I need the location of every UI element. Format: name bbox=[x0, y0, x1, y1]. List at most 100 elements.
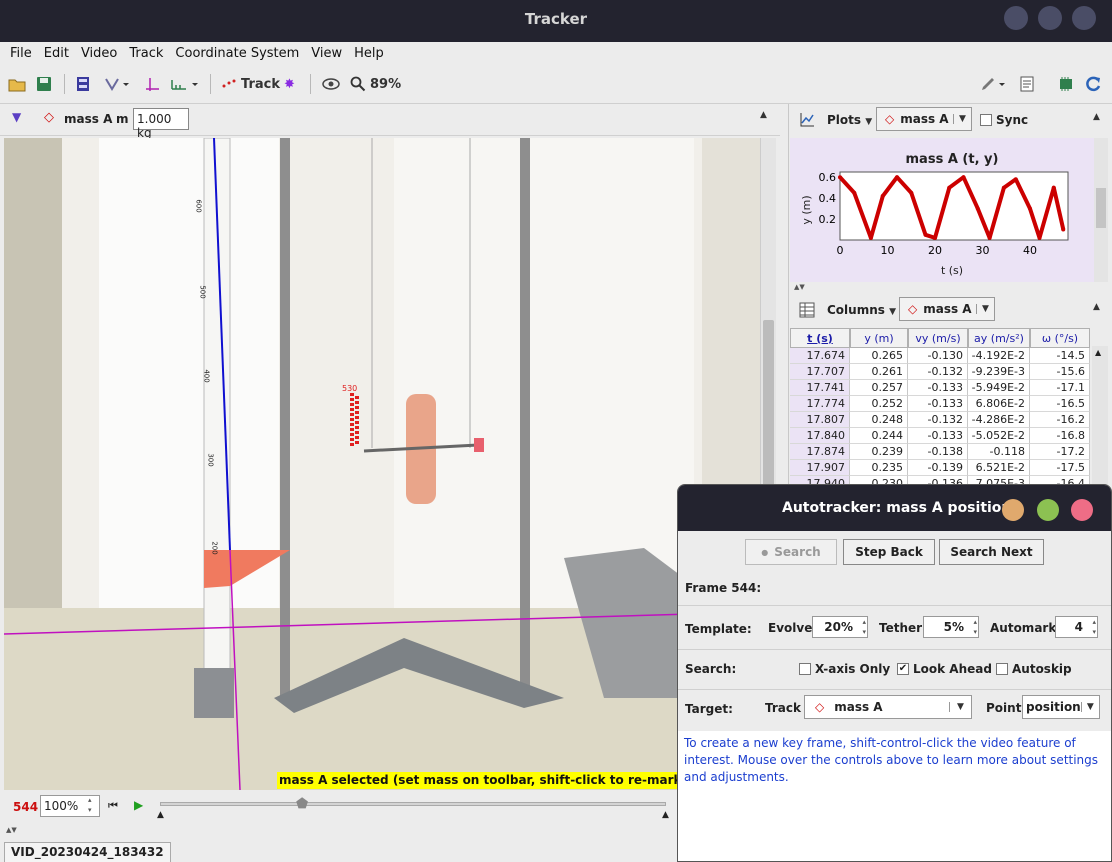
table-row[interactable]: 17.674 0.265 -0.130 -4.192E-2 -14.5 bbox=[790, 348, 1090, 364]
column-header[interactable]: ω (°/s) bbox=[1030, 328, 1090, 348]
refresh-icon[interactable] bbox=[1084, 74, 1102, 94]
track-name[interactable]: mass A bbox=[64, 112, 113, 126]
mass-field[interactable]: 1.000 kg bbox=[133, 108, 189, 140]
frame-label: Frame 544: bbox=[685, 581, 762, 595]
maximize-button[interactable] bbox=[1037, 499, 1059, 521]
start-marker-icon[interactable]: ▲ bbox=[157, 810, 164, 820]
zoom-control[interactable]: 89% bbox=[350, 74, 401, 94]
xaxis-only-checkbox[interactable]: X-axis Only bbox=[799, 662, 890, 676]
menu-video[interactable]: Video bbox=[80, 45, 118, 61]
table-row[interactable]: 17.907 0.235 -0.139 6.521E-2 -17.5 bbox=[790, 460, 1090, 476]
column-header[interactable]: t (s) bbox=[790, 328, 850, 348]
columns-menu[interactable]: Columns ▼ bbox=[827, 303, 897, 317]
sync-checkbox[interactable]: Sync bbox=[980, 113, 1028, 127]
playback-slider[interactable] bbox=[160, 802, 666, 806]
slider-thumb[interactable]: ⬟ bbox=[296, 796, 309, 812]
table-cell: 17.707 bbox=[790, 364, 850, 380]
table-cell: 0.248 bbox=[850, 412, 908, 428]
table-row[interactable]: 17.807 0.248 -0.132 -4.286E-2 -16.2 bbox=[790, 412, 1090, 428]
table-cell: -5.052E-2 bbox=[968, 428, 1030, 444]
plots-menu[interactable]: Plots ▼ bbox=[827, 113, 873, 127]
menu-file[interactable]: File bbox=[10, 45, 32, 61]
zoom-label: 89% bbox=[370, 76, 402, 92]
table-cell: 6.806E-2 bbox=[968, 396, 1030, 412]
plot-scrollbar[interactable] bbox=[1094, 138, 1108, 282]
table-row[interactable]: 17.874 0.239 -0.138 -0.118 -17.2 bbox=[790, 444, 1090, 460]
plot-panel[interactable]: mass A (t, y) y (m) t (s) 0 10 20 30 40 0.2 0.… bbox=[790, 138, 1094, 282]
menu-edit[interactable]: Edit bbox=[43, 45, 69, 61]
table-row[interactable]: 17.741 0.257 -0.133 -5.949E-2 -17.1 bbox=[790, 380, 1090, 396]
table-cell: -14.5 bbox=[1030, 348, 1090, 364]
minimize-button[interactable] bbox=[1002, 499, 1024, 521]
table-row[interactable]: 17.840 0.244 -0.133 -5.052E-2 -16.8 bbox=[790, 428, 1090, 444]
menu-coordinate-system[interactable]: Coordinate System bbox=[175, 45, 300, 61]
video-view[interactable]: 600 500 400 300 200 530 bbox=[4, 138, 760, 790]
column-header[interactable]: vy (m/s) bbox=[908, 328, 968, 348]
evolve-spinner[interactable]: 20% bbox=[812, 616, 868, 638]
autotracker-icon[interactable]: ✸ bbox=[284, 76, 295, 92]
save-icon[interactable] bbox=[36, 74, 52, 94]
data-table[interactable]: t (s) y (m) vy (m/s) ay (m/s²) ω (°/s) 1… bbox=[790, 328, 1090, 492]
expand-arrows-icon[interactable]: ▲▼ bbox=[6, 826, 17, 834]
memory-icon[interactable] bbox=[1058, 74, 1074, 94]
table-cell: 0.265 bbox=[850, 348, 908, 364]
play-icon[interactable]: ▶ bbox=[134, 798, 144, 812]
look-ahead-checkbox[interactable]: ✔ Look Ahead bbox=[897, 662, 992, 676]
eye-icon[interactable] bbox=[322, 74, 340, 94]
zoom-spinner-icon[interactable]: ▴ ▾ bbox=[88, 796, 92, 814]
close-button[interactable] bbox=[1071, 499, 1093, 521]
open-icon[interactable] bbox=[8, 74, 26, 94]
table-row[interactable]: 17.707 0.261 -0.132 -9.239E-3 -15.6 bbox=[790, 364, 1090, 380]
table-row[interactable]: 17.774 0.252 -0.133 6.806E-2 -16.5 bbox=[790, 396, 1090, 412]
data-point bbox=[987, 235, 992, 240]
table-cell: -0.132 bbox=[908, 412, 968, 428]
pencil-icon[interactable] bbox=[980, 74, 1006, 94]
column-header[interactable]: y (m) bbox=[850, 328, 908, 348]
close-button[interactable] bbox=[1072, 6, 1096, 30]
automark-spinner[interactable]: 4 bbox=[1055, 616, 1098, 638]
search-next-button[interactable]: Search Next bbox=[939, 539, 1044, 565]
table-track-select[interactable]: ◇ mass A ▼ bbox=[899, 297, 995, 321]
data-point bbox=[1051, 185, 1056, 190]
clip-settings-icon[interactable] bbox=[76, 74, 90, 94]
menu-help[interactable]: Help bbox=[354, 45, 384, 61]
plot-track-select[interactable]: ◇ mass A ▼ bbox=[876, 107, 972, 131]
data-point bbox=[880, 194, 885, 199]
target-track-select[interactable]: ◇ mass A ▼ bbox=[804, 695, 972, 719]
end-marker-icon[interactable]: ▲ bbox=[662, 810, 669, 820]
table-scrollbar[interactable]: ▲ bbox=[1092, 346, 1108, 486]
frame-number: 544 bbox=[13, 800, 39, 814]
autoskip-checkbox[interactable]: Autoskip bbox=[996, 662, 1072, 676]
menu-track[interactable]: Track bbox=[129, 45, 164, 61]
rewind-icon[interactable]: ⏮ bbox=[108, 799, 118, 812]
track-menu-icon[interactable]: ▼ bbox=[12, 110, 22, 124]
playback-zoom-field[interactable]: 100% bbox=[40, 795, 100, 817]
data-point bbox=[933, 235, 937, 240]
target-label: Target: bbox=[685, 702, 733, 716]
axes-icon[interactable] bbox=[144, 74, 160, 94]
collapse-arrow-icon[interactable]: ▲ bbox=[760, 110, 767, 120]
step-back-button[interactable]: Step Back bbox=[843, 539, 935, 565]
column-header[interactable]: ay (m/s²) bbox=[968, 328, 1030, 348]
expand-arrows-icon[interactable]: ▲▼ bbox=[794, 283, 805, 291]
create-track-button[interactable]: Track bbox=[220, 74, 280, 94]
scroll-up-icon[interactable]: ▲ bbox=[1095, 348, 1102, 357]
collapse-arrow-icon[interactable]: ▲ bbox=[1093, 302, 1100, 312]
mass-label: m bbox=[116, 112, 129, 126]
ruler-mark: 500 bbox=[198, 285, 207, 299]
video-file-tab[interactable]: VID_20230424_183432 bbox=[4, 842, 171, 862]
search-options-label: Search: bbox=[685, 662, 737, 676]
tether-spinner[interactable]: 5% bbox=[923, 616, 979, 638]
calibration-tools-icon[interactable] bbox=[104, 74, 130, 94]
search-button[interactable]: ● Search bbox=[745, 539, 837, 565]
menu-view[interactable]: View bbox=[311, 45, 343, 61]
y-tick-label: 0.2 bbox=[819, 213, 837, 226]
notes-icon[interactable] bbox=[1020, 74, 1034, 94]
track-button-label: Track bbox=[241, 76, 280, 92]
maximize-button[interactable] bbox=[1038, 6, 1062, 30]
minimize-button[interactable] bbox=[1004, 6, 1028, 30]
tape-icon[interactable] bbox=[170, 74, 200, 94]
mass-track-icon: ◇ bbox=[815, 700, 825, 714]
point-select[interactable]: position ▼ bbox=[1022, 695, 1100, 719]
collapse-arrow-icon[interactable]: ▲ bbox=[1093, 112, 1100, 122]
